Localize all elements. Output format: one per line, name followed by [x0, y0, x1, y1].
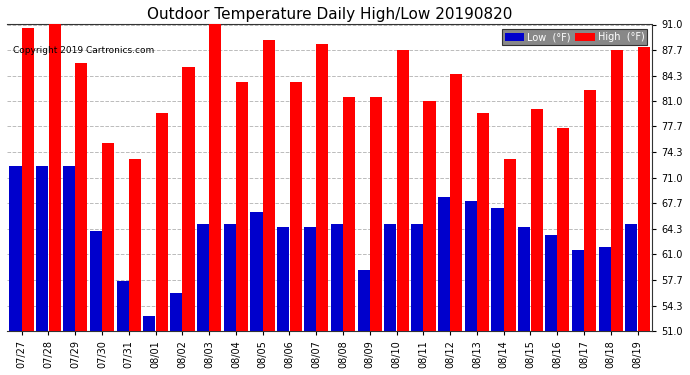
Bar: [464, 201, 477, 331]
Bar: [48, 21, 61, 331]
Bar: [22, 28, 34, 331]
Bar: [411, 224, 423, 331]
Bar: [90, 231, 102, 331]
Bar: [250, 212, 262, 331]
Bar: [545, 235, 557, 331]
Bar: [63, 166, 75, 331]
Bar: [518, 228, 531, 331]
Bar: [558, 128, 569, 331]
Bar: [451, 74, 462, 331]
Bar: [397, 50, 408, 331]
Bar: [331, 224, 343, 331]
Bar: [611, 50, 623, 331]
Bar: [384, 224, 397, 331]
Bar: [357, 270, 370, 331]
Bar: [129, 159, 141, 331]
Bar: [290, 82, 302, 331]
Bar: [182, 67, 195, 331]
Bar: [37, 166, 48, 331]
Bar: [316, 44, 328, 331]
Bar: [197, 224, 209, 331]
Bar: [370, 97, 382, 331]
Bar: [209, 21, 221, 331]
Bar: [156, 112, 168, 331]
Bar: [277, 228, 289, 331]
Text: Copyright 2019 Cartronics.com: Copyright 2019 Cartronics.com: [13, 46, 155, 55]
Title: Outdoor Temperature Daily High/Low 20190820: Outdoor Temperature Daily High/Low 20190…: [147, 7, 512, 22]
Bar: [584, 90, 596, 331]
Bar: [75, 63, 88, 331]
Bar: [438, 197, 450, 331]
Bar: [224, 224, 236, 331]
Bar: [236, 82, 248, 331]
Bar: [599, 247, 611, 331]
Bar: [170, 292, 182, 331]
Bar: [625, 224, 638, 331]
Bar: [343, 97, 355, 331]
Bar: [263, 40, 275, 331]
Bar: [504, 159, 516, 331]
Bar: [10, 166, 21, 331]
Bar: [477, 112, 489, 331]
Bar: [144, 316, 155, 331]
Bar: [572, 251, 584, 331]
Bar: [531, 109, 542, 331]
Bar: [117, 281, 128, 331]
Bar: [638, 48, 650, 331]
Bar: [491, 209, 504, 331]
Bar: [304, 228, 316, 331]
Bar: [102, 143, 114, 331]
Legend: Low  (°F), High  (°F): Low (°F), High (°F): [502, 29, 647, 45]
Bar: [424, 101, 435, 331]
